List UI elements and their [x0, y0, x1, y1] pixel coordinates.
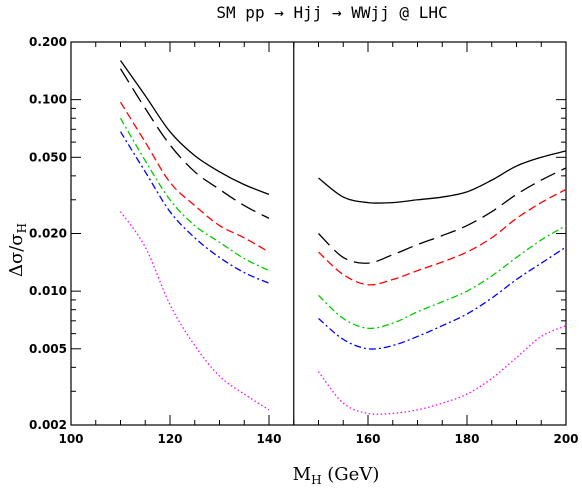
series-4-segment-1: [119, 117, 270, 272]
series-3-segment-2: [318, 188, 567, 286]
y-tick-label: 0.100: [29, 93, 67, 107]
y-tick-label: 0.020: [29, 227, 67, 241]
x-axis-label-sub: H: [311, 473, 321, 487]
series-6-segment-2: [317, 325, 567, 415]
y-tick-label: 0.010: [29, 284, 67, 298]
y-axis-label: Δσ/σH: [6, 223, 29, 277]
series-lines: [119, 60, 567, 415]
y-tick-label: 0.005: [29, 342, 67, 356]
axis-tick-labels: 100 120 140 160 180 200 0.002 0.005 0.010 0.020 0.…: [29, 35, 579, 446]
series-2-segment-2: [318, 167, 567, 264]
series-6-segment-1: [119, 211, 270, 411]
x-axis-label: MH (GeV): [293, 464, 380, 487]
y-axis-label-sub: H: [15, 223, 29, 233]
x-tick-label: 120: [157, 432, 182, 446]
x-tick-label: 100: [58, 432, 83, 446]
series-1-segment-1: [119, 60, 270, 196]
x-axis-label-main: M: [293, 464, 311, 485]
y-tick-label: 0.002: [29, 418, 67, 432]
chart-title: SM pp → Hjj → WWjj @ LHC: [216, 3, 447, 22]
x-axis-label-tail: (GeV): [322, 464, 380, 485]
x-tick-label: 140: [256, 432, 281, 446]
x-tick-label: 200: [553, 432, 578, 446]
series-4-segment-2: [318, 225, 567, 330]
y-tick-label: 0.200: [29, 35, 67, 49]
series-5-segment-1: [119, 131, 270, 284]
y-tick-label: 0.050: [29, 150, 67, 164]
axis-ticks: [70, 41, 567, 426]
series-1-segment-2: [318, 150, 567, 204]
y-axis-label-main: Δσ/σ: [6, 233, 27, 277]
series-3-segment-1: [119, 101, 270, 253]
series-5-segment-2: [318, 246, 567, 350]
x-tick-label: 160: [355, 432, 380, 446]
series-2-segment-1: [119, 68, 270, 219]
x-tick-label: 180: [454, 432, 479, 446]
